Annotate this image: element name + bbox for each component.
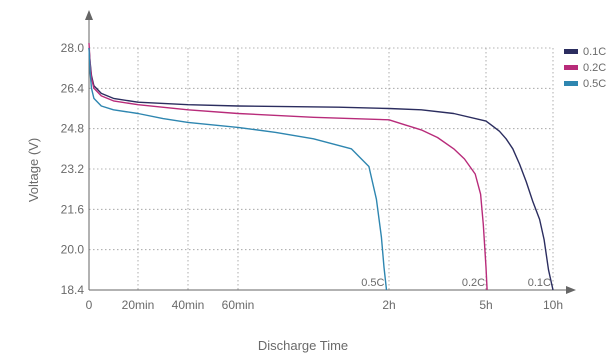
legend-swatch-0_1C xyxy=(564,49,578,54)
legend: 0.1C 0.2C 0.5C xyxy=(564,46,606,90)
y-tick-label: 20.0 xyxy=(61,243,85,257)
legend-label-0_2C: 0.2C xyxy=(583,62,606,74)
end-label-0_2C: 0.2C xyxy=(462,277,485,289)
x-tick-label: 20min xyxy=(122,298,155,312)
x-tick-label: 40min xyxy=(172,298,205,312)
series-line-0_5C xyxy=(88,47,388,291)
y-tick-label: 24.8 xyxy=(61,122,85,136)
tick-labels: 28.0 26.4 24.8 23.2 21.6 20.0 18.40 20min 40min 6… xyxy=(61,41,563,312)
y-tick-label: 18.4 xyxy=(61,283,85,297)
x-axis-arrow xyxy=(566,286,576,294)
end-label-0_1C: 0.1C xyxy=(528,277,551,289)
x-tick-label: 2h xyxy=(382,298,395,312)
series-lines xyxy=(88,42,554,291)
y-axis-arrow xyxy=(85,10,93,20)
x-tick-label: 5h xyxy=(479,298,492,312)
grid xyxy=(89,47,554,290)
y-tick-label: 26.4 xyxy=(61,81,85,95)
axes xyxy=(85,10,576,294)
legend-swatch-0_2C xyxy=(564,65,578,70)
legend-label-0_5C: 0.5C xyxy=(583,78,606,90)
x-axis-title: Discharge Time xyxy=(258,338,348,353)
end-labels: 0.1C 0.2C 0.5C xyxy=(361,277,551,289)
y-tick-label: 28.0 xyxy=(61,41,85,55)
series-line-0_2C xyxy=(88,42,488,291)
x-tick-label: 10h xyxy=(543,298,563,312)
x-tick-label: 0 xyxy=(86,298,93,312)
y-tick-label: 23.2 xyxy=(61,162,85,176)
y-tick-label: 21.6 xyxy=(61,202,85,216)
series-line-0_1C xyxy=(88,47,554,291)
y-axis-title: Voltage (V) xyxy=(26,138,41,202)
legend-label-0_1C: 0.1C xyxy=(583,46,606,58)
x-tick-label: 60min xyxy=(222,298,255,312)
end-label-0_5C: 0.5C xyxy=(361,277,384,289)
legend-swatch-0_5C xyxy=(564,81,578,86)
